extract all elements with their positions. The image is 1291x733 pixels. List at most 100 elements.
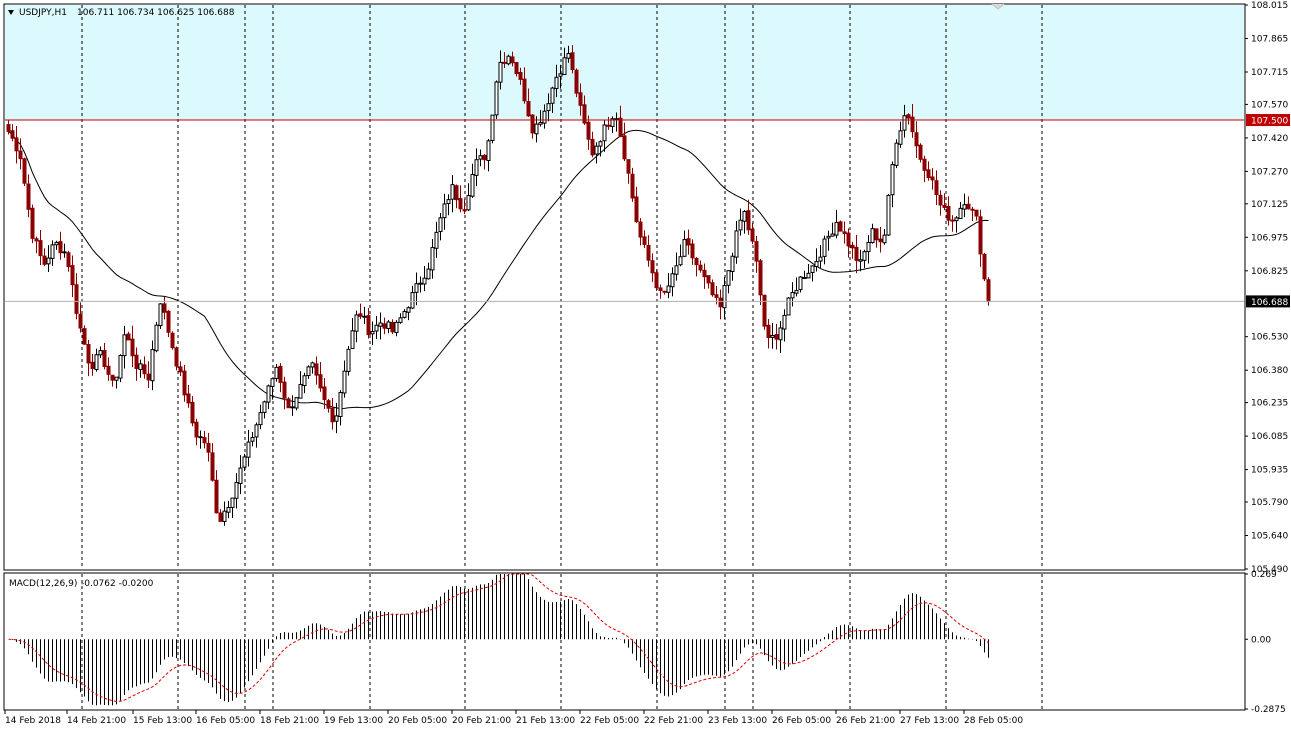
candle-body [602, 124, 607, 142]
candle-body [938, 194, 943, 206]
candle-body [566, 53, 571, 59]
candle-body [202, 437, 207, 444]
candle-body [650, 260, 655, 274]
time-axis[interactable]: 14 Feb 2018 14 Feb 21:00 15 Feb 13:00 16 Fe… [4, 710, 1023, 726]
candle-body [866, 241, 871, 253]
macd-pane[interactable]: MACD(12,26,9) -0.0762 -0.0200 [3, 572, 1246, 711]
candle-body [802, 277, 807, 280]
candle-body [450, 184, 455, 200]
candle-body [986, 279, 991, 302]
candle-body [922, 158, 927, 171]
price-tick-label: 107.125 [1251, 200, 1288, 210]
candle-body [78, 313, 83, 329]
time-tick-label: 28 Feb 05:00 [964, 716, 1023, 726]
candle-body [842, 231, 847, 234]
candle-body [298, 383, 303, 399]
candle-body [490, 114, 495, 141]
candle-body [486, 140, 491, 161]
candle-body [730, 255, 735, 272]
candle-body [818, 256, 823, 262]
collapse-triangle-icon[interactable] [8, 10, 14, 15]
candle-body [542, 110, 547, 124]
candle-body [690, 243, 695, 259]
candle-body [894, 142, 899, 166]
candle-body [494, 81, 499, 116]
candle-body [838, 221, 843, 232]
candle-body [930, 176, 935, 181]
candle-body [242, 456, 247, 468]
candle-body [386, 321, 391, 329]
candle-body [626, 159, 631, 174]
candle-body [898, 130, 903, 145]
candle-body [902, 115, 907, 131]
candle-body [466, 195, 471, 211]
candle-body [314, 363, 319, 376]
candle-body [114, 376, 119, 381]
macd-axis[interactable]: 0.269 0.00 -0.2875 [1245, 570, 1286, 715]
candle-body [482, 154, 487, 161]
candle-body [822, 238, 827, 257]
candle-body [538, 121, 543, 125]
candle-body [458, 198, 463, 210]
candle-body [426, 268, 431, 280]
candle-body [634, 196, 639, 223]
candle-body [282, 381, 287, 399]
candle-body [290, 406, 295, 409]
price-tick-label: 106.530 [1251, 333, 1288, 343]
time-tick-label: 16 Feb 05:00 [196, 716, 255, 726]
candle-body [10, 130, 15, 139]
candle-body [918, 144, 923, 160]
resistance-zone [5, 5, 1244, 121]
time-tick-label: 20 Feb 05:00 [388, 716, 447, 726]
candle-body [58, 241, 63, 254]
candle-body [354, 314, 359, 332]
ohlc-label: 106.711 106.734 106.625 106.688 [77, 8, 235, 18]
candle-body [346, 348, 351, 372]
price-tick-label: 106.825 [1251, 267, 1288, 277]
candle-body [90, 361, 95, 370]
candle-body [478, 155, 483, 160]
price-tick-label: 105.790 [1251, 498, 1288, 508]
candle-body [642, 236, 647, 245]
price-axis[interactable]: 108.015 107.865 107.715 107.570 107.420 107.2… [1245, 1, 1290, 575]
candle-body [278, 365, 283, 383]
price-tick-label: 106.085 [1251, 432, 1288, 442]
chart-shift-marker-icon[interactable] [991, 3, 1005, 10]
candle-body [890, 164, 895, 196]
candle-body [954, 217, 959, 222]
candle-body [758, 260, 763, 296]
candle-body [754, 241, 759, 262]
candle-body [142, 364, 147, 375]
candle-body [406, 307, 411, 313]
candle-body [622, 135, 627, 160]
candle-body [150, 349, 155, 382]
candle-body [358, 313, 363, 317]
candle-body [218, 512, 223, 522]
candle-body [950, 219, 955, 222]
candle-body [790, 291, 795, 299]
time-tick-label: 20 Feb 21:00 [452, 716, 511, 726]
candle-body [974, 209, 979, 217]
candle-body [34, 238, 39, 242]
candle-body [26, 183, 31, 210]
candle-body [262, 401, 267, 413]
price-tick-label: 107.865 [1251, 35, 1288, 45]
candle-body [338, 392, 343, 417]
candle-body [798, 276, 803, 291]
candle-body [250, 437, 255, 442]
candle-body [886, 194, 891, 236]
candle-body [166, 310, 171, 333]
candle-body [302, 375, 307, 387]
candle-body [66, 252, 71, 268]
candle-body [258, 412, 263, 426]
time-tick-label: 14 Feb 2018 [5, 716, 61, 726]
price-tick-label: 107.570 [1251, 100, 1288, 110]
candle-body [502, 61, 507, 64]
candle-body [134, 354, 139, 369]
price-pane[interactable]: USDJPY,H1 106.711 106.734 106.625 106.68… [3, 3, 1246, 571]
candle-body [610, 118, 615, 127]
candle-body [238, 467, 243, 484]
candle-body [126, 333, 131, 341]
